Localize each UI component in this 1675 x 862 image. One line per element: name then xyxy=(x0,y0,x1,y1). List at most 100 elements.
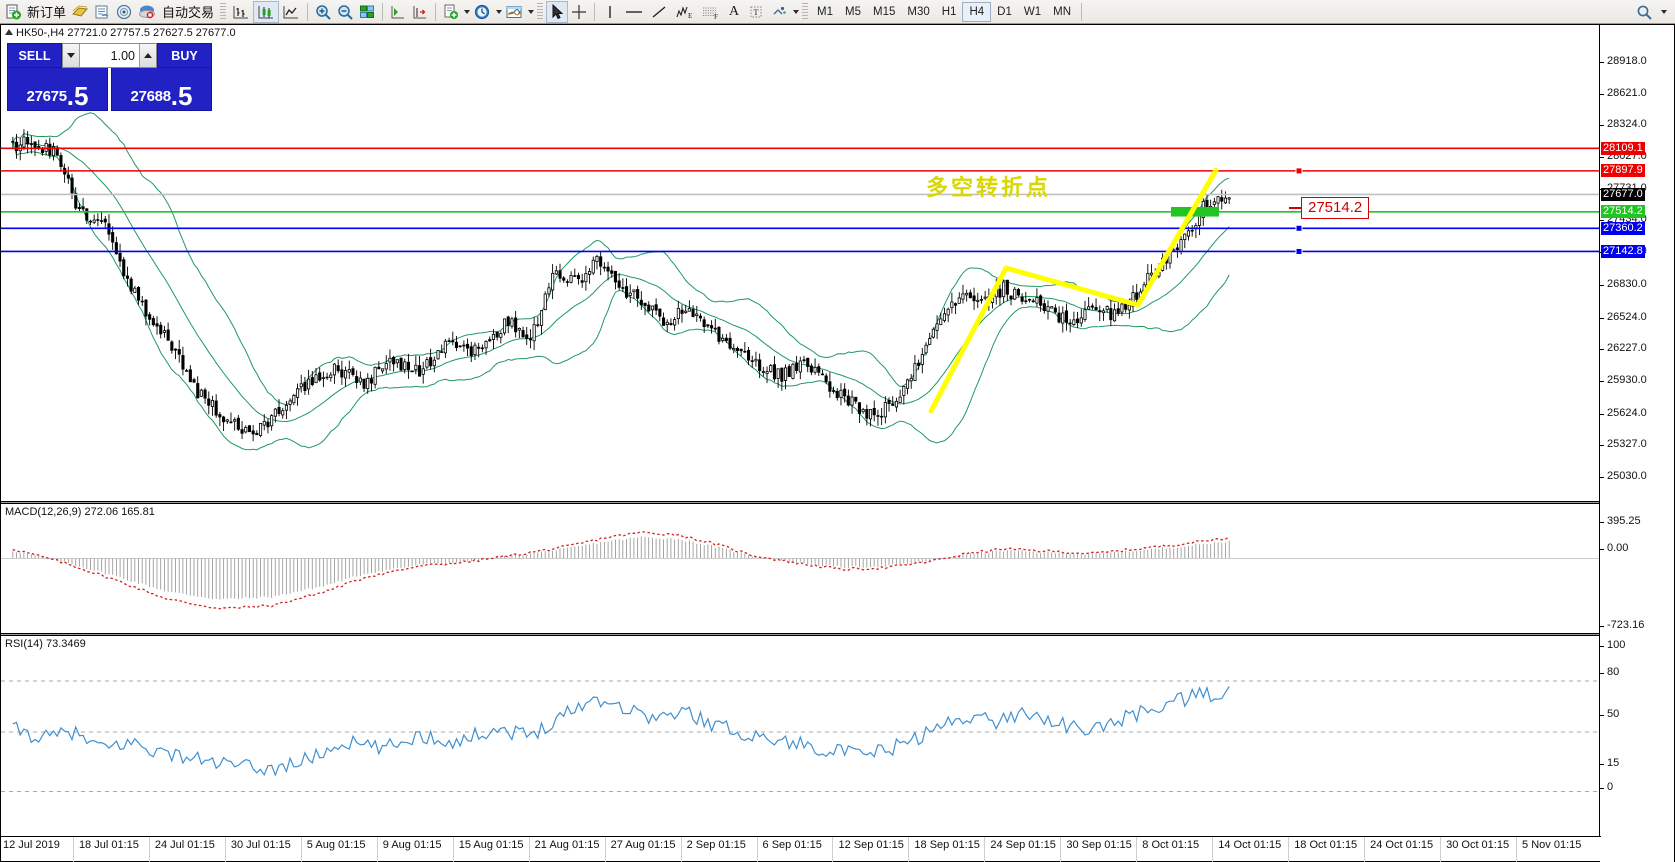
price-pane[interactable] xyxy=(1,25,1601,501)
collapse-triangle-icon[interactable] xyxy=(5,29,13,35)
price-level-label[interactable]: 27360.2 xyxy=(1601,221,1645,235)
trend-line[interactable] xyxy=(1135,167,1219,308)
level-handle[interactable] xyxy=(1295,247,1303,255)
elliott-wave-icon[interactable]: E xyxy=(671,1,697,23)
crosshair-icon[interactable] xyxy=(568,1,590,23)
text-icon[interactable]: A xyxy=(728,3,740,19)
time-grid-separator xyxy=(908,837,910,862)
time-grid-separator xyxy=(1364,837,1366,862)
price-axis[interactable]: 28918.028621.028324.028027.027731.027434… xyxy=(1599,25,1674,862)
price-level-label[interactable]: 27514.2 xyxy=(1601,205,1645,219)
volume-value[interactable]: 1.00 xyxy=(110,48,135,63)
indicators-dropdown-caret[interactable] xyxy=(528,9,535,14)
price-level-label[interactable]: 28109.1 xyxy=(1601,141,1645,155)
time-grid-separator xyxy=(756,837,758,862)
chart-annotation-text[interactable]: 多空转折点 xyxy=(926,176,1052,201)
market-watch-icon[interactable] xyxy=(113,1,135,23)
shift-end-icon[interactable] xyxy=(387,1,409,23)
period-dropdown-caret[interactable] xyxy=(496,9,503,14)
rsi-tick-label: 0 xyxy=(1607,781,1614,793)
search-icon[interactable] xyxy=(1633,1,1655,23)
rsi-pane[interactable] xyxy=(1,637,1601,837)
price-level-label[interactable]: 27897.9 xyxy=(1601,164,1645,178)
timeframe-w1[interactable]: W1 xyxy=(1023,5,1042,18)
trend-line[interactable] xyxy=(1003,265,1141,308)
highlight-zone[interactable] xyxy=(1171,206,1219,217)
period-icon[interactable] xyxy=(470,1,494,23)
trendline-icon[interactable] xyxy=(647,1,671,23)
time-tick-label: 21 Aug 01:15 xyxy=(534,839,600,851)
time-grid-separator xyxy=(1440,837,1442,862)
volume-stepper[interactable]: 1.00 xyxy=(62,43,157,68)
toolbar-grip[interactable] xyxy=(220,2,227,21)
timeframe-h1[interactable]: H1 xyxy=(941,5,957,18)
new-order-button[interactable] xyxy=(2,1,24,23)
search-dropdown-caret[interactable] xyxy=(1661,9,1667,14)
timeframe-m1[interactable]: M1 xyxy=(817,5,834,18)
tile-windows-icon[interactable] xyxy=(356,1,378,23)
time-tick-label: 18 Sep 01:15 xyxy=(914,839,980,851)
hline-icon[interactable] xyxy=(621,1,647,23)
timeframe-mn[interactable]: MN xyxy=(1053,5,1071,18)
expert-advisors-icon[interactable] xyxy=(135,1,159,23)
trend-line[interactable] xyxy=(928,265,1009,414)
objects-dropdown-caret[interactable] xyxy=(793,9,800,14)
time-tick-label: 15 Aug 01:15 xyxy=(458,839,524,851)
buy-button[interactable]: BUY xyxy=(157,43,212,68)
time-grid-separator xyxy=(376,837,378,862)
templates-icon[interactable] xyxy=(440,1,462,23)
new-order-label: 新订单 xyxy=(27,5,67,20)
time-axis[interactable]: 12 Jul 2019 18 Jul 01:15 24 Jul 01:15 30 Ju… xyxy=(1,836,1601,862)
price-tick-label: 26227.0 xyxy=(1607,342,1647,355)
text-label-icon[interactable]: T xyxy=(745,1,767,23)
timeframe-h4[interactable]: H4 xyxy=(962,1,992,22)
volume-decrement-button[interactable] xyxy=(63,44,80,67)
price-tick-label: 25030.0 xyxy=(1607,470,1647,482)
cursor-icon[interactable] xyxy=(546,0,569,23)
toolbar-separator-5 xyxy=(1081,2,1082,21)
zoom-in-icon[interactable] xyxy=(312,1,334,23)
sell-button[interactable]: SELL xyxy=(7,43,62,68)
pane-separator-rsi[interactable] xyxy=(1,633,1601,636)
timeframe-d1[interactable]: D1 xyxy=(997,5,1012,18)
sell-price[interactable]: 27675.5 xyxy=(7,68,108,111)
line-chart-icon[interactable] xyxy=(279,1,303,23)
price-tick-label: 26524.0 xyxy=(1607,310,1647,323)
macd-pane[interactable] xyxy=(1,505,1601,633)
volume-increment-button[interactable] xyxy=(139,44,156,67)
one-click-trading-panel[interactable]: SELL 1.00 BUY 27675.5 27688.5 xyxy=(7,43,212,111)
time-tick-label: 30 Jul 01:15 xyxy=(230,839,291,851)
level-handle[interactable] xyxy=(1295,224,1303,232)
autoscroll-icon[interactable] xyxy=(409,1,431,23)
time-grid-separator xyxy=(1516,837,1518,862)
pane-separator-macd[interactable] xyxy=(1,501,1601,504)
toolbar-grip-2[interactable] xyxy=(537,2,544,21)
bollinger-band-line xyxy=(12,141,1230,423)
objects-icon[interactable] xyxy=(767,1,791,23)
buy-price[interactable]: 27688.5 xyxy=(111,68,212,111)
toolbar-grip-3[interactable] xyxy=(802,2,809,21)
candlestick-chart-icon[interactable] xyxy=(253,0,280,23)
chart-window[interactable]: HK50-,H4 27721.0 27757.5 27627.5 27677.0… xyxy=(0,24,1675,862)
sell-price-integer: 27675 xyxy=(26,88,68,105)
price-level-label[interactable]: 27142.8 xyxy=(1601,244,1645,258)
indicators-icon[interactable] xyxy=(502,1,526,23)
data-window-icon[interactable] xyxy=(91,1,113,23)
time-grid-separator xyxy=(148,837,150,862)
rsi-chart-svg xyxy=(1,680,1601,792)
price-level-label[interactable]: 27677.0 xyxy=(1601,187,1645,201)
vline-icon[interactable] xyxy=(599,1,621,23)
time-tick-label: 12 Jul 2019 xyxy=(3,839,60,851)
profiles-icon[interactable] xyxy=(69,1,91,23)
bar-chart-icon[interactable] xyxy=(229,1,253,23)
buy-price-integer: 27688 xyxy=(130,88,172,105)
timeframe-m15[interactable]: M15 xyxy=(873,5,896,18)
timeframe-m5[interactable]: M5 xyxy=(845,5,861,18)
timeframe-m30[interactable]: M30 xyxy=(907,5,930,18)
macd-tick-label: 0.00 xyxy=(1607,542,1629,554)
fibonacci-icon[interactable]: F xyxy=(697,1,723,23)
zoom-out-icon[interactable] xyxy=(334,1,356,23)
level-handle[interactable] xyxy=(1295,167,1303,175)
templates-dropdown-caret[interactable] xyxy=(464,9,471,14)
price-callout[interactable]: 27514.2 xyxy=(1301,197,1370,219)
